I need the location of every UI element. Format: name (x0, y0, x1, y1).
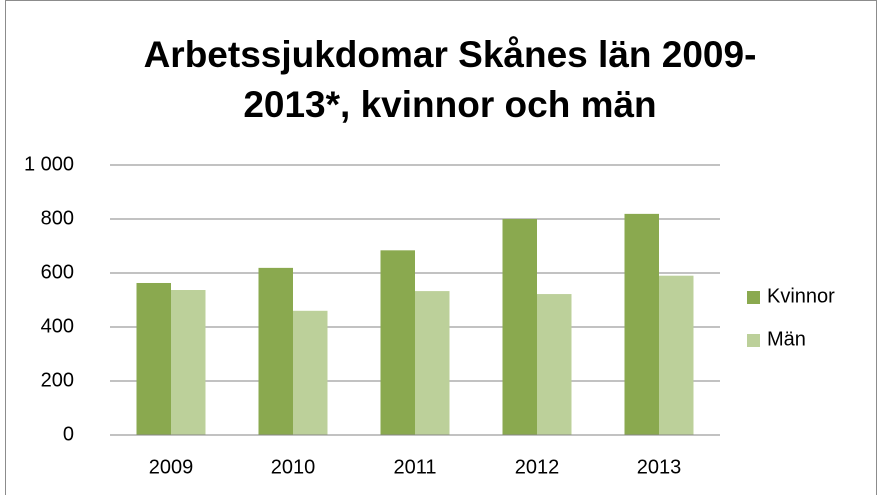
bar (171, 290, 206, 435)
y-tick-label: 800 (41, 207, 74, 229)
legend-swatch (747, 291, 760, 304)
bar (415, 291, 450, 435)
x-tick-label: 2009 (149, 456, 194, 478)
chart-title: Arbetssjukdomar Skånes län 2009-2013*, k… (143, 34, 757, 125)
x-tick-label: 2013 (637, 456, 682, 478)
y-tick-label: 200 (41, 369, 74, 391)
x-tick-label: 2012 (515, 456, 560, 478)
legend-label: Män (767, 328, 806, 350)
bar (293, 310, 328, 435)
chart-border (5, 0, 877, 495)
y-tick-label: 0 (63, 423, 74, 445)
legend-label: Kvinnor (767, 285, 835, 307)
bar (258, 267, 293, 435)
bar (659, 275, 694, 435)
bar (537, 294, 572, 435)
bar (136, 282, 171, 435)
x-tick-label: 2010 (271, 456, 316, 478)
y-tick-label: 600 (41, 261, 74, 283)
y-tick-label: 400 (41, 315, 74, 337)
y-tick-label: 1 000 (24, 153, 74, 175)
bar (502, 219, 537, 435)
bar (624, 213, 659, 435)
bar (380, 250, 415, 435)
x-tick-label: 2011 (393, 456, 436, 478)
legend-swatch (747, 334, 760, 347)
